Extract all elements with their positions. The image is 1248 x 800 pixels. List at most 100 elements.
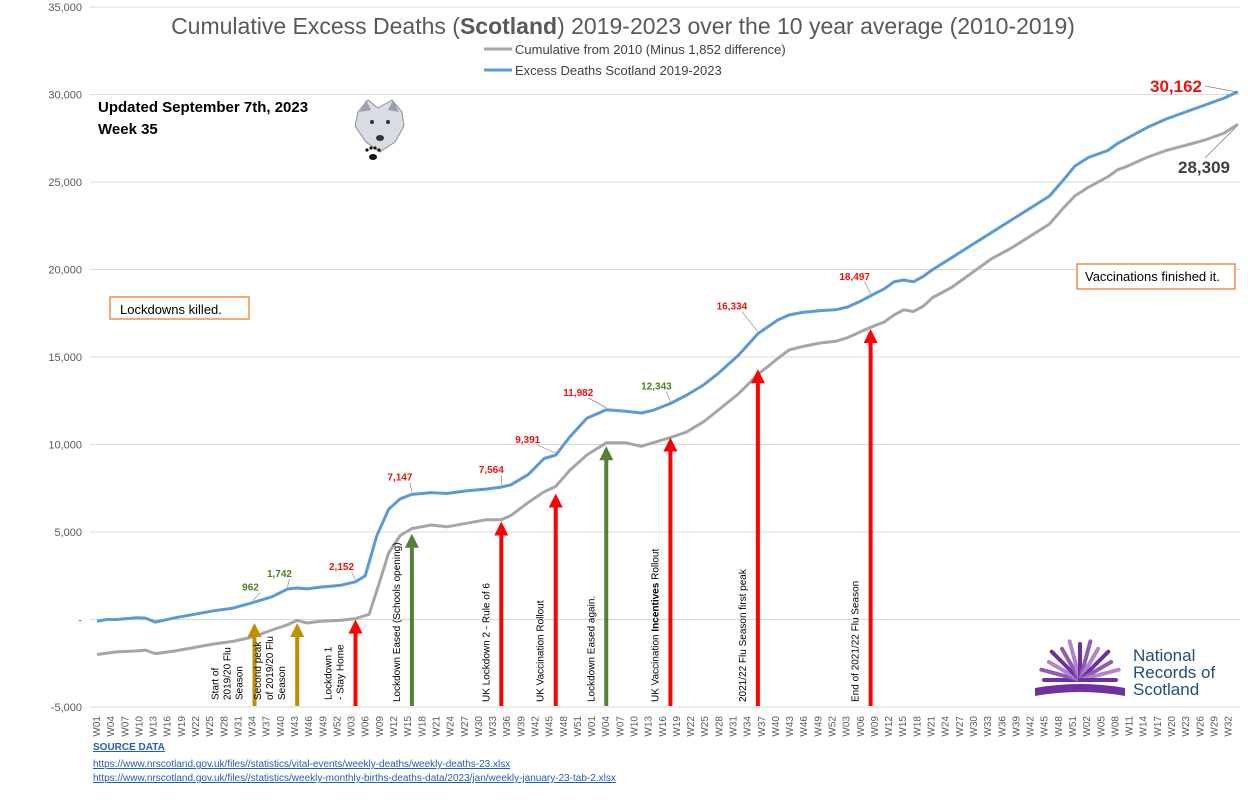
x-tick-label: W07 xyxy=(615,716,626,737)
x-tick-label: W26 xyxy=(1195,716,1206,737)
event-arrow: Lockdown 1- Stay Home xyxy=(324,619,363,706)
event-arrow-head xyxy=(494,521,509,536)
x-tick-label: W08 xyxy=(1110,716,1121,737)
point-labels: 962 1,742 2,152 7,147 7,564 9,391 11,982 12,343… xyxy=(242,272,871,601)
event-arrows: Start of 2019/20 Flu Season Second peak of 2… xyxy=(211,329,878,706)
x-tick-label: W03 xyxy=(347,716,358,737)
week-label: Week 35 xyxy=(98,121,158,138)
x-tick-label: W36 xyxy=(997,716,1008,737)
series-line-excess xyxy=(96,90,1239,624)
nrs-logo-line-3: Scotland xyxy=(1133,680,1199,699)
x-tick-label: W46 xyxy=(304,716,315,737)
x-tick-label: W28 xyxy=(219,716,230,737)
x-tick-label: W23 xyxy=(1181,716,1192,737)
point-label: 9,391 xyxy=(515,435,540,446)
end-labels: 30,162 28,309 xyxy=(1150,77,1238,177)
event-arrow: Lockdown Eased again. xyxy=(586,446,614,706)
x-tick-label: W39 xyxy=(516,716,527,737)
gridlines xyxy=(90,6,1240,708)
x-tick-label: W10 xyxy=(629,716,640,737)
x-tick-label: W19 xyxy=(672,716,683,737)
x-tick-label: W37 xyxy=(262,716,273,737)
point-label: 12,343 xyxy=(641,381,672,392)
x-tick-label: W42 xyxy=(1026,716,1037,737)
lockdowns-note: Lockdowns killed. xyxy=(109,296,250,320)
x-tick-label: W06 xyxy=(361,716,372,737)
event-arrow-head xyxy=(863,329,878,343)
y-tick-label: 20,000 xyxy=(48,265,82,277)
x-tick-label: W33 xyxy=(488,716,499,737)
event-arrow-label: Lockdown 1 xyxy=(324,646,335,700)
event-arrow-head xyxy=(348,619,363,634)
point-label: 18,497 xyxy=(839,272,870,283)
chart-title-part-2: Scotland xyxy=(460,13,557,39)
updated-date: Updated September 7th, 2023 xyxy=(98,99,308,116)
y-tick-label: 10,000 xyxy=(48,440,82,452)
x-tick-label: W18 xyxy=(417,716,428,737)
x-tick-label: W16 xyxy=(163,716,174,737)
x-tick-label: W43 xyxy=(290,716,301,737)
vaccinations-note: Vaccinations finished it. xyxy=(1076,263,1236,290)
point-label-leader xyxy=(864,281,871,294)
x-tick-label: W27 xyxy=(955,716,966,737)
point-label: 1,742 xyxy=(267,569,292,580)
point-label: 962 xyxy=(242,583,259,594)
event-arrow-label: of 2019/20 Flu xyxy=(265,636,276,700)
x-tick-label: W09 xyxy=(375,716,386,737)
point-label: 11,982 xyxy=(563,388,593,399)
legend: Cumulative from 2010 (Minus 1,852 differ… xyxy=(484,42,786,78)
event-arrow-label: - Stay Home xyxy=(336,644,347,700)
x-tick-label: W12 xyxy=(884,716,895,737)
x-tick-label: W09 xyxy=(870,716,881,737)
y-tick-label: 30,000 xyxy=(48,90,82,102)
point-label-leader xyxy=(537,444,556,454)
lockdowns-note-text: Lockdowns killed. xyxy=(120,302,222,317)
y-tick-label: 35,000 xyxy=(48,2,82,14)
x-tick-label: W42 xyxy=(530,716,541,737)
point-label-leader xyxy=(666,391,671,402)
x-axis: W01 W04 W07 W10 W13 W16 W19 W22 W25 W28 W31 W34 W37 W… xyxy=(92,716,1235,737)
x-tick-label: W18 xyxy=(912,716,923,737)
x-tick-label: W36 xyxy=(502,716,513,737)
x-tick-label: W17 xyxy=(1153,716,1164,737)
point-label-leader xyxy=(588,397,607,409)
source-link-1[interactable]: https://www.nrscotland.gov.uk/files//sta… xyxy=(93,759,511,770)
x-tick-label: W27 xyxy=(460,716,471,737)
x-tick-label: W13 xyxy=(149,716,160,737)
event-arrow-label: UK Vaccination Rollout xyxy=(536,600,547,702)
nrs-logo-line-2: Records of xyxy=(1133,663,1215,682)
event-arrow: UK Vaccination Incentives Rollout xyxy=(650,437,678,706)
x-tick-label: W11 xyxy=(1125,716,1136,736)
x-tick-label: W52 xyxy=(332,716,343,737)
x-tick-label: W43 xyxy=(785,716,796,737)
event-arrow-label: Lockdown Eased again. xyxy=(586,596,597,702)
chart-title-part-1: Cumulative Excess Deaths ( xyxy=(171,13,460,39)
nrs-thistle-icon xyxy=(1035,639,1125,696)
x-tick-label: W39 xyxy=(1011,716,1022,737)
x-tick-label: W10 xyxy=(134,716,145,737)
x-tick-label: W49 xyxy=(813,716,824,737)
event-arrow-head xyxy=(663,437,678,452)
event-arrow-head xyxy=(599,446,614,461)
event-arrow: Start of 2019/20 Flu Season xyxy=(211,623,262,706)
x-tick-label: W06 xyxy=(856,716,867,737)
series-line-cumulative xyxy=(96,122,1239,656)
x-tick-label: W31 xyxy=(729,716,740,737)
x-tick-label: W21 xyxy=(431,716,442,737)
end-label-excess: 30,162 xyxy=(1150,77,1202,96)
x-tick-label: W25 xyxy=(700,716,711,737)
event-arrow-head xyxy=(404,533,419,548)
x-tick-label: W21 xyxy=(927,716,938,737)
x-tick-label: W45 xyxy=(1040,716,1051,737)
point-label-leader xyxy=(741,311,759,332)
nrs-logo-line-1: National xyxy=(1133,646,1195,665)
y-tick-label: - xyxy=(78,615,82,627)
x-tick-label: W24 xyxy=(446,716,457,737)
source-link-2[interactable]: https://www.nrscotland.gov.uk/files//sta… xyxy=(93,773,616,784)
event-arrow-label: Season xyxy=(277,666,288,700)
x-tick-label: W40 xyxy=(771,716,782,737)
event-arrow-label: 2019/20 Flu xyxy=(223,647,234,700)
x-tick-label: W40 xyxy=(276,716,287,737)
x-tick-label: W20 xyxy=(1167,716,1178,737)
